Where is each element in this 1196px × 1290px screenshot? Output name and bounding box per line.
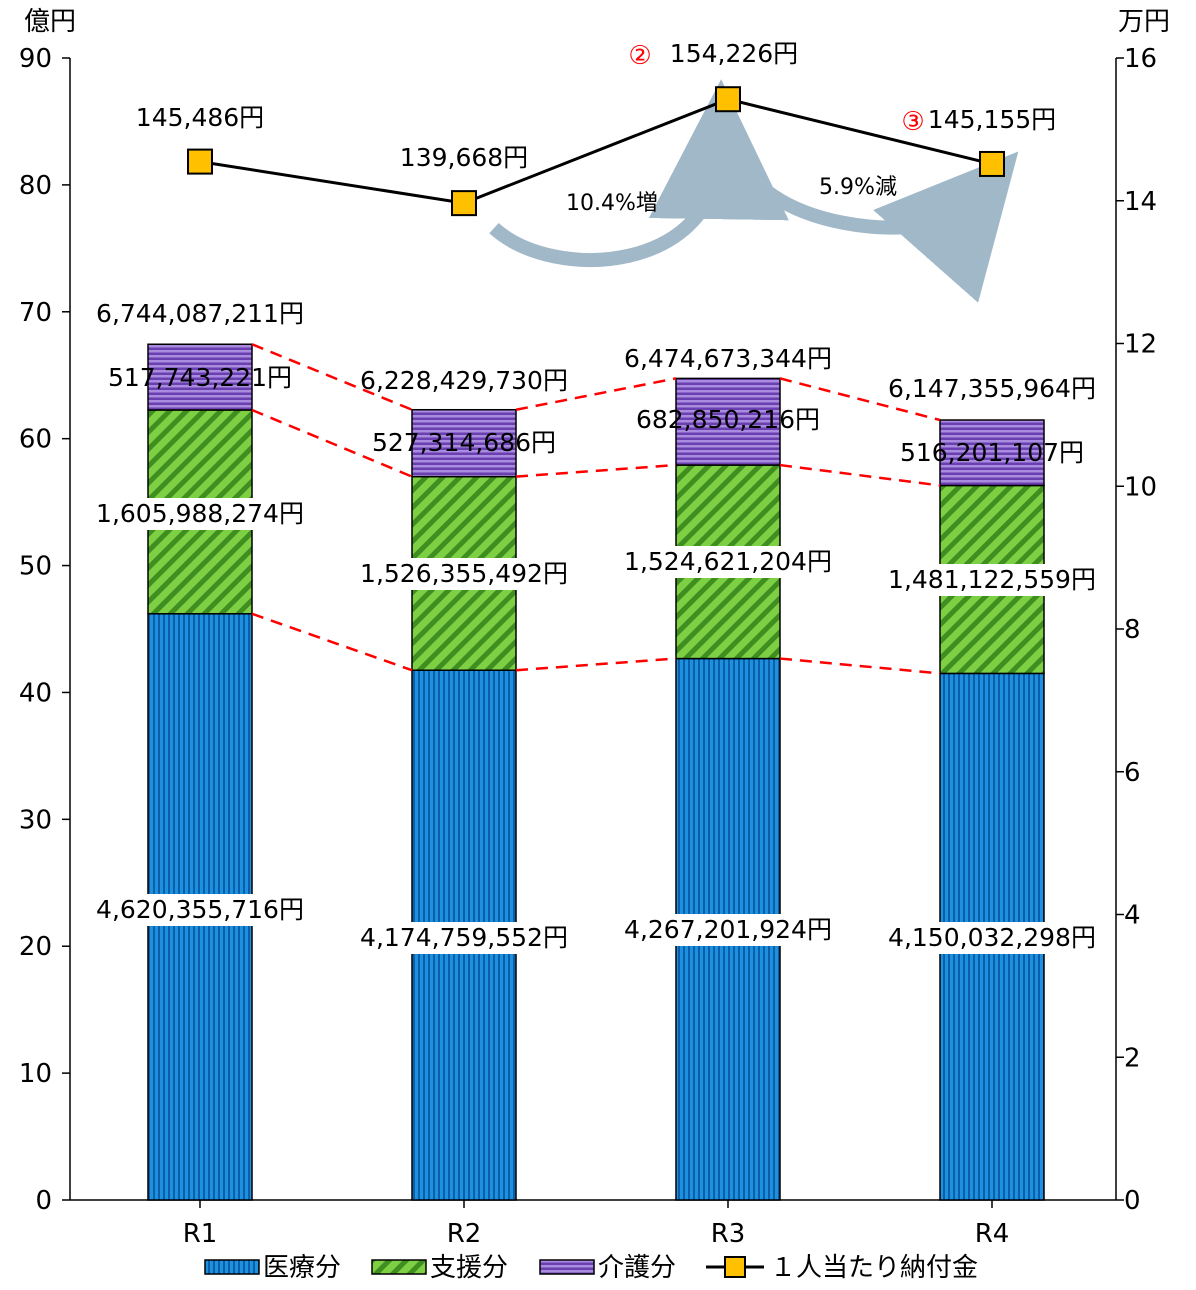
care-label: 517,743,221円 xyxy=(108,363,292,392)
support-label: 1,526,355,492円 xyxy=(360,559,568,588)
connector-line xyxy=(515,463,677,478)
connector-line xyxy=(251,612,413,672)
label-bg xyxy=(886,564,1098,596)
total-label: 6,474,673,344円 xyxy=(624,344,832,373)
medical-label: 4,620,355,716円 xyxy=(96,895,304,924)
per-capita-label: 145,486円 xyxy=(136,103,264,132)
left-tick-label: 30 xyxy=(19,805,52,835)
total-label: 6,228,429,730円 xyxy=(360,366,568,395)
total-label: 6,744,087,211円 xyxy=(96,299,304,328)
care-label: 516,201,107円 xyxy=(900,438,1084,467)
bar-care xyxy=(939,419,1045,487)
legend-label: 支援分 xyxy=(430,1253,508,1283)
label-bg xyxy=(94,894,306,926)
right-tick-label: 14 xyxy=(1124,187,1157,217)
per-capita-line xyxy=(187,86,1005,217)
per-capita-marker xyxy=(715,86,741,113)
left-tick-label: 10 xyxy=(19,1059,52,1089)
x-tick-label: R3 xyxy=(711,1219,746,1249)
label-bg xyxy=(358,558,570,590)
per-capita-label: 154,226円 xyxy=(670,39,798,68)
connector-line xyxy=(779,463,941,487)
right-tick-label: 0 xyxy=(1124,1186,1141,1216)
data-labels: 6,744,087,211円 6,228,429,730円 6,474,673,34… xyxy=(94,39,1098,954)
medical-label: 4,174,759,552円 xyxy=(360,923,568,952)
change-arrows xyxy=(489,79,1019,303)
right-tick-label: 16 xyxy=(1124,44,1157,74)
legend-swatch xyxy=(371,1259,427,1275)
left-tick-label: 80 xyxy=(19,171,52,201)
left-axis-unit: 億円 xyxy=(24,7,76,37)
legend-swatch xyxy=(539,1259,595,1275)
right-tick-label: 12 xyxy=(1124,330,1157,360)
per-capita-marker xyxy=(979,150,1005,177)
support-label: 1,605,988,274円 xyxy=(96,499,304,528)
legend: 医療分 支援分 介護分 １人当たり納付金 xyxy=(204,1253,978,1283)
label-bg xyxy=(886,922,1098,954)
change-annotation: 5.9%減 xyxy=(819,175,897,200)
support-label: 1,481,122,559円 xyxy=(888,565,1096,594)
total-label: 6,147,355,964円 xyxy=(888,374,1096,403)
change-annotation: 10.4%増 xyxy=(566,191,658,216)
right-tick-label: 8 xyxy=(1124,615,1141,645)
connector-line xyxy=(779,657,941,675)
legend-label: 医療分 xyxy=(263,1253,341,1283)
circled-marker: ② xyxy=(628,41,651,71)
label-bg xyxy=(622,914,834,946)
x-tick-label: R2 xyxy=(447,1219,482,1249)
left-tick-label: 60 xyxy=(19,425,52,455)
care-label: 527,314,686円 xyxy=(372,428,556,457)
x-tick-label: R1 xyxy=(183,1219,218,1249)
left-tick-label: 0 xyxy=(35,1186,52,1216)
per-capita-marker xyxy=(451,190,477,217)
right-tick-label: 10 xyxy=(1124,472,1157,502)
right-tick-label: 6 xyxy=(1124,758,1141,788)
legend-label: １人当たり納付金 xyxy=(770,1253,978,1283)
bars xyxy=(147,343,1045,1201)
legend-marker-swatch xyxy=(724,1256,746,1278)
per-capita-label: 145,155円 xyxy=(928,105,1056,134)
medical-label: 4,267,201,924円 xyxy=(624,915,832,944)
left-tick-label: 90 xyxy=(19,44,52,74)
legend-label: 介護分 xyxy=(598,1253,676,1283)
label-bg xyxy=(358,922,570,954)
per-capita-label: 139,668円 xyxy=(400,143,528,172)
support-label: 1,524,621,204円 xyxy=(624,547,832,576)
legend-swatch xyxy=(204,1259,260,1275)
connector-line xyxy=(515,377,677,411)
connector-line xyxy=(251,343,413,411)
label-bg xyxy=(94,498,306,530)
bar-care xyxy=(675,377,781,466)
bar-care xyxy=(147,343,253,411)
right-tick-label: 2 xyxy=(1124,1043,1141,1073)
connector-line xyxy=(251,408,413,478)
right-tick-label: 4 xyxy=(1124,901,1141,931)
per-capita-line-path xyxy=(199,97,993,205)
right-axis-unit: 万円 xyxy=(1118,7,1170,37)
axes: 0 10 20 30 40 50 60 70 80 90 0 2 4 6 8 10 12 14 16 R1 R2 R3 R4 xyxy=(19,44,1157,1249)
left-tick-label: 50 xyxy=(19,552,52,582)
bar-care xyxy=(411,408,517,478)
x-tick-label: R4 xyxy=(975,1219,1010,1249)
connector-line xyxy=(779,377,941,422)
decrease-arrow xyxy=(731,142,1019,303)
left-tick-label: 40 xyxy=(19,678,52,708)
increase-arrow xyxy=(489,79,789,267)
label-bg xyxy=(622,546,834,578)
connector-lines xyxy=(251,343,941,675)
left-tick-label: 70 xyxy=(19,298,52,328)
per-capita-marker xyxy=(187,148,213,175)
left-tick-label: 20 xyxy=(19,932,52,962)
connector-line xyxy=(515,657,677,672)
circled-marker: ③ xyxy=(901,107,924,137)
care-label: 682,850,216円 xyxy=(636,405,820,434)
medical-label: 4,150,032,298円 xyxy=(888,923,1096,952)
